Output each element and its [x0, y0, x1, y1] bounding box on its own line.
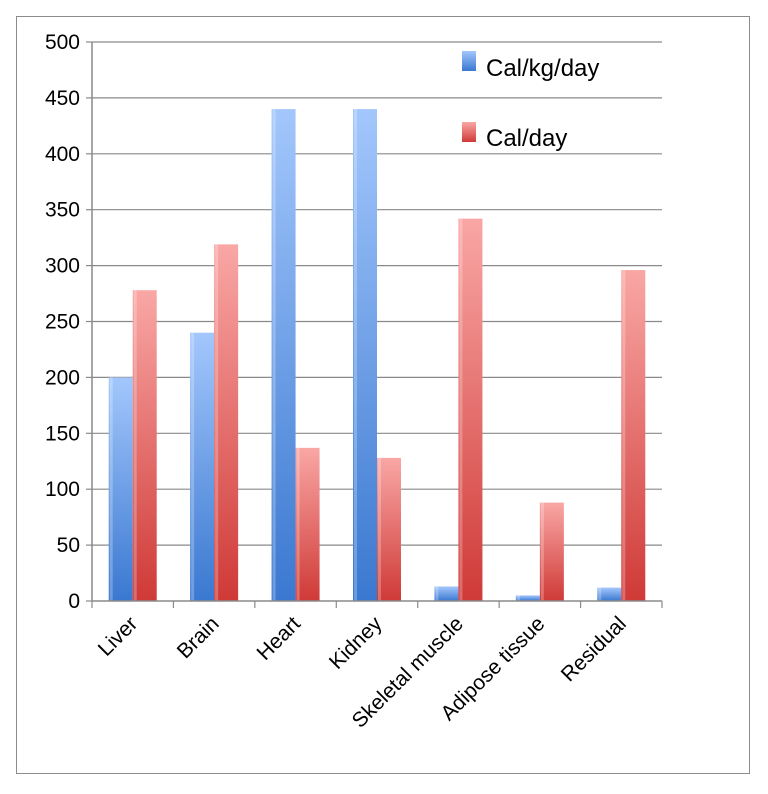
bar-highlight [622, 270, 626, 601]
y-tick-labels: 0 50 100 150 200 250 300 350 400 450 500 [45, 31, 80, 613]
bar-cal-day [295, 447, 320, 601]
bar-highlight [516, 595, 520, 601]
bar-highlight [133, 290, 137, 601]
bar-cal-day [458, 218, 483, 602]
y-tick-label: 0 [68, 590, 80, 613]
y-tick-label: 300 [45, 255, 80, 278]
bar-highlight [215, 244, 219, 601]
bar-highlight [435, 586, 439, 601]
y-tick-label: 100 [45, 478, 80, 501]
chart-frame [16, 16, 750, 774]
bar-cal-kg-day [108, 377, 133, 601]
y-tick-label: 350 [45, 199, 80, 222]
y-tick-label: 250 [45, 311, 80, 334]
legend: Cal/kg/day Cal/day [462, 51, 599, 152]
y-tick-label: 150 [45, 422, 80, 445]
bar-highlight [109, 377, 113, 601]
y-tick-label: 450 [45, 87, 80, 110]
legend-swatch-cal-day [462, 122, 476, 142]
y-tick-label: 400 [45, 143, 80, 166]
bar-highlight [354, 109, 357, 601]
bar-cal-day [621, 270, 646, 601]
bar-cal-day [214, 244, 239, 601]
bar-cal-kg-day [190, 332, 215, 601]
bar-cal-kg-day [271, 109, 296, 601]
y-tick-label: 50 [57, 534, 80, 557]
x-tick-label: Residual [557, 612, 631, 686]
bar-highlight [272, 109, 276, 601]
bar-cal-day [132, 290, 157, 601]
legend-label-cal-kg-day: Cal/kg/day [486, 55, 599, 82]
bar-highlight [598, 587, 602, 601]
bar-highlight [378, 457, 381, 601]
legend-swatch-cal-kg-day [462, 51, 476, 71]
bar-cal-kg-day [434, 586, 459, 601]
bar-cal-kg-day [597, 587, 622, 601]
gridlines [92, 41, 662, 546]
x-tick-label: Brain [173, 612, 224, 663]
axes [86, 41, 663, 608]
bar-highlight [296, 447, 300, 601]
x-tick-label: Kidney [325, 612, 387, 674]
bar-highlight [191, 332, 195, 601]
bar-highlight [540, 502, 544, 601]
y-tick-label: 500 [45, 31, 80, 54]
x-tick-label: Heart [253, 612, 306, 665]
bar-highlight [459, 218, 463, 602]
legend-label-cal-day: Cal/day [486, 125, 567, 152]
bar-cal-day [539, 502, 564, 601]
bars [108, 109, 646, 602]
bar-cal-kg-day [353, 109, 377, 601]
y-tick-label: 200 [45, 366, 80, 389]
bar-cal-kg-day [515, 595, 540, 601]
x-tick-label: Liver [94, 612, 142, 660]
bar-cal-day [377, 457, 401, 601]
